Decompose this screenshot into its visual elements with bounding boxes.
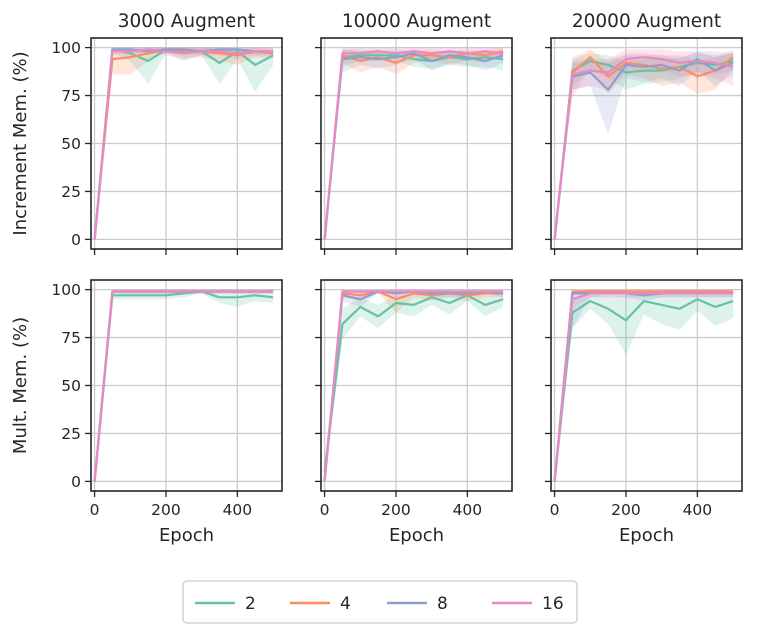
legend: 2 4 8 16 bbox=[182, 580, 578, 624]
band-series-2 bbox=[324, 49, 504, 240]
ytick-label: 50 bbox=[61, 135, 81, 153]
series-line-4 bbox=[323, 50, 504, 240]
panel-title: 10000 Augment bbox=[342, 11, 491, 32]
xtick-label: 0 bbox=[90, 501, 100, 519]
band-series-16 bbox=[554, 49, 734, 240]
legend-label: 2 bbox=[245, 594, 256, 614]
series-line-16 bbox=[323, 50, 504, 240]
series-line-4 bbox=[323, 290, 504, 482]
legend-label: 4 bbox=[340, 594, 351, 614]
x-axis-label: Epoch bbox=[619, 525, 674, 546]
panel-1: 0 25 50 75 100 3000 Augment Increment Mem. (%) bbox=[10, 11, 283, 255]
ytick-label: 75 bbox=[61, 329, 81, 347]
xtick-label: 200 bbox=[151, 501, 181, 519]
panel-title: 20000 Augment bbox=[572, 11, 721, 32]
series-line-8 bbox=[553, 57, 734, 240]
series-line-8 bbox=[93, 290, 274, 482]
legend-label: 8 bbox=[437, 594, 448, 614]
panel-4: 0 25 50 75 100 0 200 400 Epoch Mult. Mem. (%) bbox=[10, 279, 283, 546]
series-line-16 bbox=[93, 48, 274, 240]
panel-5: 0 200 400 Epoch bbox=[315, 279, 513, 546]
xtick-label: 200 bbox=[381, 501, 411, 519]
xtick-label: 400 bbox=[223, 501, 253, 519]
series-line-8 bbox=[553, 292, 734, 482]
series-line-8 bbox=[323, 52, 504, 240]
y-axis-label: Mult. Mem. (%) bbox=[10, 317, 31, 454]
y-axis-label: Increment Mem. (%) bbox=[10, 51, 31, 235]
ytick-label: 0 bbox=[71, 231, 81, 249]
series-line-16 bbox=[553, 56, 734, 240]
ytick-label: 100 bbox=[51, 39, 81, 57]
ytick-label: 25 bbox=[61, 425, 81, 443]
ytick-label: 25 bbox=[61, 183, 81, 201]
series-line-4 bbox=[553, 290, 734, 482]
xtick-label: 0 bbox=[320, 501, 330, 519]
xtick-label: 0 bbox=[550, 501, 560, 519]
ytick-label: 0 bbox=[71, 473, 81, 491]
series-line-16 bbox=[93, 290, 274, 482]
panel-3: 20000 Augment bbox=[545, 11, 743, 255]
panel-title: 3000 Augment bbox=[118, 11, 255, 32]
panel-2: 10000 Augment bbox=[315, 11, 513, 255]
xtick-label: 200 bbox=[611, 501, 641, 519]
band-series-2 bbox=[94, 47, 274, 240]
series-line-16 bbox=[553, 292, 734, 482]
series-line-2 bbox=[323, 294, 504, 472]
band-series-8 bbox=[554, 51, 734, 240]
legend-box bbox=[182, 580, 578, 624]
band-series-2 bbox=[554, 291, 734, 482]
xtick-label: 400 bbox=[453, 501, 483, 519]
xtick-label: 400 bbox=[683, 501, 713, 519]
series-line-2 bbox=[323, 54, 504, 240]
x-axis-label: Epoch bbox=[159, 525, 214, 546]
ytick-label: 75 bbox=[61, 87, 81, 105]
ytick-label: 100 bbox=[51, 281, 81, 299]
band-series-4 bbox=[554, 49, 734, 240]
series-line-4 bbox=[553, 56, 734, 240]
x-axis-label: Epoch bbox=[389, 525, 444, 546]
series-line-2 bbox=[93, 48, 274, 240]
series-line-4 bbox=[93, 290, 274, 482]
band-series-2 bbox=[324, 291, 504, 482]
series-line-16 bbox=[323, 290, 504, 482]
series-line-2 bbox=[553, 298, 734, 482]
series-line-4 bbox=[93, 48, 274, 240]
panel-6: 0 200 400 Epoch bbox=[545, 279, 743, 546]
band-series-8 bbox=[324, 49, 504, 240]
ytick-label: 50 bbox=[61, 377, 81, 395]
series-line-2 bbox=[93, 290, 274, 482]
series-line-8 bbox=[93, 48, 274, 240]
legend-label: 16 bbox=[542, 594, 564, 614]
